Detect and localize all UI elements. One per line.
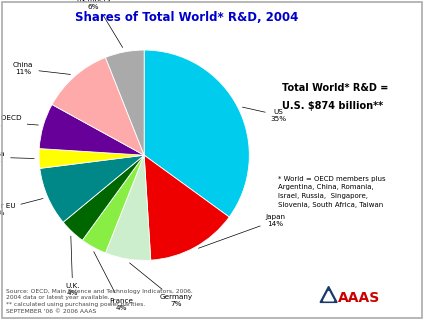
Text: 2004 data or latest year available.: 2004 data or latest year available. [6,295,110,300]
Wedge shape [82,155,144,253]
Text: SEPTEMBER '06 © 2006 AAAS: SEPTEMBER '06 © 2006 AAAS [6,309,97,314]
Text: * World = OECD members plus
Argentina, China, Romania,
Israel, Russia,  Singapor: * World = OECD members plus Argentina, C… [278,176,385,207]
Text: Other EU
9%: Other EU 9% [0,198,43,216]
Text: Source: OECD, Main Science and Technology Indicators, 2006.: Source: OECD, Main Science and Technolog… [6,289,193,294]
Text: France
4%: France 4% [94,252,133,311]
Wedge shape [63,155,144,240]
Text: Japan
14%: Japan 14% [198,214,286,248]
Wedge shape [144,50,249,217]
Text: ** calculated using purchasing power parities.: ** calculated using purchasing power par… [6,302,145,307]
Text: Total World* R&D =: Total World* R&D = [282,83,388,93]
Text: All other OECD
7%: All other OECD 7% [0,115,39,128]
Text: Shares of Total World* R&D, 2004: Shares of Total World* R&D, 2004 [75,11,298,24]
Text: AAAS: AAAS [338,291,380,305]
Wedge shape [40,155,144,222]
Text: Germany
7%: Germany 7% [130,263,192,307]
Wedge shape [106,50,144,155]
Wedge shape [106,155,151,260]
Text: U.S. $874 billion**: U.S. $874 billion** [282,101,383,111]
Text: U.K.
4%: U.K. 4% [65,236,80,296]
Text: China
11%: China 11% [13,62,70,76]
Wedge shape [39,148,144,168]
Text: Korea
3%: Korea 3% [0,151,34,164]
Wedge shape [39,105,144,155]
Text: US
35%: US 35% [243,107,287,122]
Wedge shape [52,57,144,155]
Text: Other non-OECD
members
6%: Other non-OECD members 6% [64,0,124,47]
Wedge shape [144,155,229,260]
